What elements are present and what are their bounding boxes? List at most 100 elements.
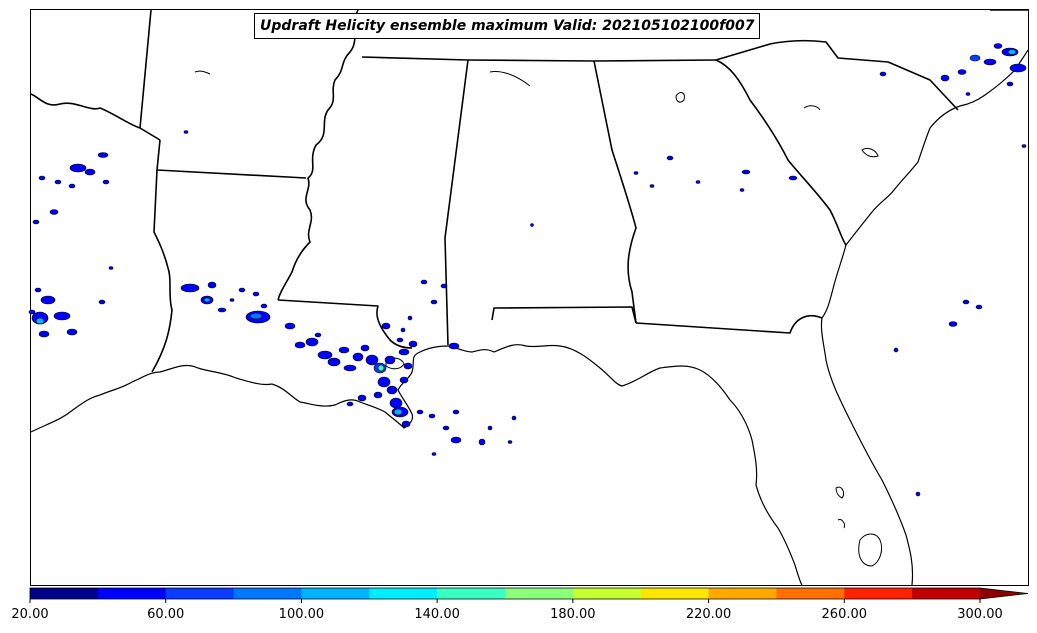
colorbar-segment xyxy=(912,588,981,599)
uh-cell xyxy=(260,303,268,309)
uh-cell xyxy=(452,409,460,415)
state-boundaries xyxy=(30,9,1028,373)
uh-cell xyxy=(69,163,87,173)
uh-cell xyxy=(217,307,227,313)
lake-seminole xyxy=(675,92,685,103)
uh-cell xyxy=(54,179,62,185)
uh-cell xyxy=(401,420,411,428)
lake-kissimmee xyxy=(837,519,845,529)
uh-cell xyxy=(49,209,59,215)
uh-cell xyxy=(249,312,263,320)
uh-cell xyxy=(38,175,46,181)
boundary-ok-ar xyxy=(139,9,152,129)
uh-cell xyxy=(34,287,42,293)
boundary-tx-la-sabine xyxy=(151,169,173,373)
map-border xyxy=(30,9,1029,586)
uh-cell xyxy=(403,362,413,370)
coastline-florida-east xyxy=(820,244,914,586)
uh-cell xyxy=(1021,144,1027,148)
colorbar-segment xyxy=(301,588,370,599)
colorbar-outline xyxy=(29,587,1029,600)
uh-cell xyxy=(35,317,45,325)
uh-cell xyxy=(511,415,517,421)
uh-cell xyxy=(398,348,410,356)
boundary-ms-al xyxy=(444,59,469,346)
uh-cell xyxy=(207,281,217,289)
uh-cell xyxy=(294,341,306,349)
uh-cell xyxy=(450,436,462,444)
uh-cell xyxy=(983,58,997,66)
colorbar-segment xyxy=(97,588,167,599)
uh-cell xyxy=(373,391,383,399)
colorbar-segment xyxy=(776,588,845,599)
uh-cell xyxy=(98,299,106,305)
colorbar-extend-arrow xyxy=(980,588,1028,599)
uh-cell xyxy=(666,155,674,161)
uh-cell xyxy=(430,299,438,305)
uh-cell xyxy=(420,279,428,285)
uh-cell xyxy=(338,346,350,354)
uh-cell xyxy=(203,297,211,303)
uh-cell xyxy=(695,180,701,184)
uh-cell xyxy=(317,350,333,360)
boundary-mississippi-river xyxy=(277,9,359,301)
uh-cell xyxy=(28,309,36,315)
colorbar-tick-label: 100.00 xyxy=(278,607,325,622)
colorbar-ticks xyxy=(29,599,981,603)
colorbar-segment xyxy=(30,588,99,599)
uh-cell xyxy=(32,219,40,225)
uh-cell xyxy=(183,130,189,134)
uh-cell xyxy=(40,295,56,305)
uh-cell xyxy=(399,376,409,384)
colorbar-segment xyxy=(640,588,710,599)
uh-cell xyxy=(400,327,406,333)
uh-cell xyxy=(252,291,260,297)
colorbar-segments xyxy=(29,587,1029,600)
uh-cell xyxy=(448,342,460,350)
boundary-ga-fl xyxy=(635,314,823,334)
lake-okeechobee xyxy=(858,533,883,567)
uh-cell xyxy=(530,223,534,227)
uh-cell xyxy=(962,299,970,305)
uh-cell xyxy=(633,171,639,175)
boundary-al-fl xyxy=(491,306,637,324)
uh-cell xyxy=(969,54,981,62)
colorbar-segment xyxy=(708,588,777,599)
uh-cell xyxy=(108,266,114,270)
uh-cell xyxy=(343,364,357,372)
colorbar-segment xyxy=(165,588,235,599)
uh-cell xyxy=(377,364,385,372)
uh-cell xyxy=(1007,49,1017,55)
lake-toledo xyxy=(194,70,211,75)
colorbar-segment xyxy=(369,588,438,599)
uh-cell xyxy=(408,340,418,348)
colorbar-tick-label: 140.00 xyxy=(414,607,460,622)
uh-cell xyxy=(66,328,78,336)
uh-cell xyxy=(1006,81,1014,87)
boundary-nc-sc xyxy=(715,39,959,111)
uh-cell xyxy=(357,394,367,402)
uh-cell xyxy=(957,69,967,75)
colorbar-tick-label: 180.00 xyxy=(550,607,596,622)
uh-cell xyxy=(915,491,921,497)
lakes xyxy=(194,70,883,567)
coastline-louisiana xyxy=(271,345,449,429)
colorbar-segment xyxy=(505,588,574,599)
uh-cell xyxy=(97,152,109,158)
uh-cell xyxy=(739,188,745,192)
uh-cell xyxy=(327,357,341,367)
colorbar-tick-label: 220.00 xyxy=(685,607,732,622)
uh-cell xyxy=(879,71,887,77)
coastline-atlantic xyxy=(845,49,1029,246)
uh-cell xyxy=(180,283,200,293)
uh-cell xyxy=(487,425,493,431)
uh-cell xyxy=(649,184,655,188)
uh-cell xyxy=(440,283,448,289)
map-title: Updraft Helicity ensemble maximum Valid:… xyxy=(254,13,761,39)
uh-cell xyxy=(384,355,396,365)
colorbar-segment xyxy=(844,588,913,599)
lake-clarks-hill xyxy=(803,105,821,111)
uh-cell xyxy=(993,43,1003,49)
colorbar-tick-label: 60.00 xyxy=(147,607,185,622)
